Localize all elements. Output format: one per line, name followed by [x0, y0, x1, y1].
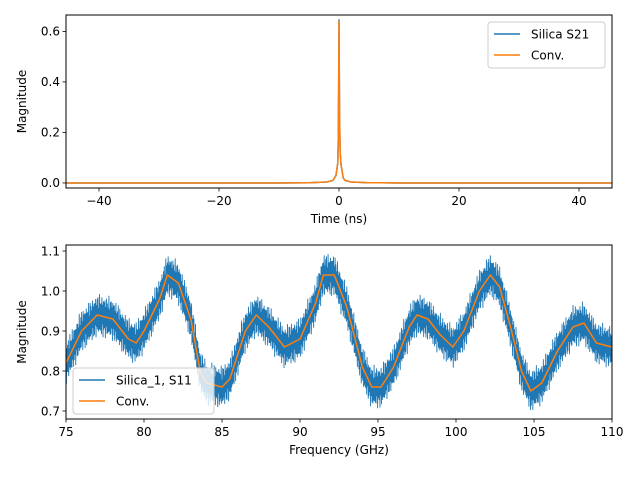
top-plot-lines [66, 19, 612, 184]
series-line-top-1 [66, 20, 612, 184]
legend-label: Conv. [531, 48, 564, 62]
y-tick-label: 0.4 [41, 75, 60, 89]
x-tick-label: 110 [601, 425, 624, 439]
top-x-axis-label: Time (ns) [310, 212, 367, 226]
y-tick-label: 1.0 [41, 284, 60, 298]
x-tick-label: 0 [335, 194, 343, 208]
y-tick-label: 1.1 [41, 244, 60, 258]
x-tick-label: 100 [445, 425, 468, 439]
y-tick-label: 0.2 [41, 126, 60, 140]
x-tick-label: 40 [571, 194, 586, 208]
y-tick-label: 0.0 [41, 176, 60, 190]
x-tick-label: −40 [86, 194, 111, 208]
top-time-plot: −40 −20 0 20 40 0.0 0.2 0.4 0.6 Time (ns) Magnit… [15, 14, 613, 226]
bottom-plot-ticks: 75 80 85 90 95 100 105 110 0.7 0.8 0.9 1.0 1.1 [41, 244, 624, 439]
series-line-bottom-0 [66, 253, 612, 411]
top-legend: Silica S21 Conv. [487, 21, 606, 69]
x-tick-label: 75 [58, 425, 73, 439]
y-tick-label: 0.6 [41, 25, 60, 39]
bottom-frequency-plot: 75 80 85 90 95 100 105 110 0.7 0.8 0.9 1.0 1.1 Frequ… [15, 244, 623, 457]
legend-label: Conv. [116, 394, 149, 408]
bottom-legend: Silica_1, S11 Conv. [72, 367, 215, 415]
y-tick-label: 0.7 [41, 404, 60, 418]
top-plot-ticks: −40 −20 0 20 40 0.0 0.2 0.4 0.6 [41, 25, 587, 208]
x-tick-label: 90 [292, 425, 307, 439]
x-tick-label: 20 [451, 194, 466, 208]
top-y-axis-label: Magnitude [15, 70, 29, 134]
x-tick-label: 95 [370, 425, 385, 439]
series-line-bottom-1 [66, 274, 612, 392]
x-tick-label: 85 [214, 425, 229, 439]
y-tick-label: 0.9 [41, 324, 60, 338]
x-tick-label: −20 [206, 194, 231, 208]
bottom-plot-frame [65, 244, 613, 420]
bottom-plot-lines [66, 253, 612, 411]
bottom-x-axis-label: Frequency (GHz) [289, 443, 389, 457]
x-tick-label: 80 [136, 425, 151, 439]
legend-label: Silica_1, S11 [116, 373, 192, 387]
legend-box [72, 367, 215, 415]
x-tick-label: 105 [523, 425, 546, 439]
legend-label: Silica S21 [531, 27, 589, 41]
y-tick-label: 0.8 [41, 364, 60, 378]
top-plot-frame [65, 14, 613, 189]
bottom-y-axis-label: Magnitude [15, 300, 29, 364]
